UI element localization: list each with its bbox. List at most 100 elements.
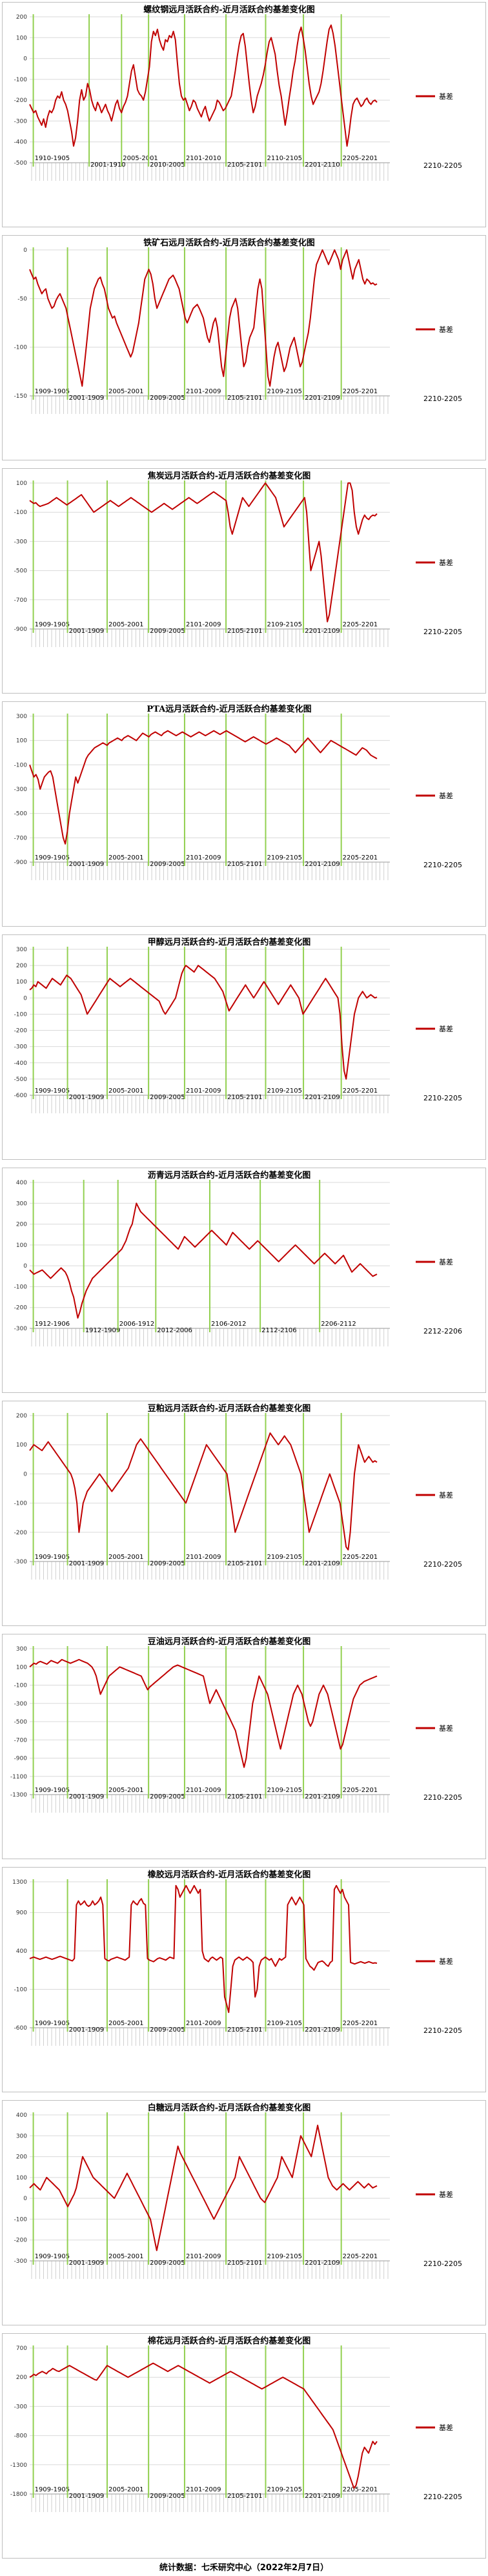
- rollover-label: 2105-2101: [227, 628, 263, 635]
- legend-label: 基差: [439, 325, 453, 334]
- rollover-label: 2009-2005: [150, 2260, 185, 2267]
- y-tick-label: 100: [16, 738, 27, 745]
- rollover-label: 2205-2201: [343, 621, 378, 628]
- chart-title: 白糖远月活跃合约-近月活跃合约基差变化图: [148, 2103, 310, 2113]
- rollover-label: 1910-1905: [35, 155, 70, 162]
- rollover-label: 2001-1910: [90, 161, 126, 169]
- series-line: [29, 249, 378, 387]
- chart-title: 橡胶远月活跃合约-近月活跃合约基差变化图: [148, 1870, 310, 1880]
- y-tick-label: -100: [14, 1683, 28, 1689]
- rollover-label: 2205-2201: [343, 1554, 378, 1561]
- y-tick-label: 200: [16, 14, 27, 21]
- y-tick-label: -300: [14, 787, 28, 793]
- rollover-label: 2205-2201: [343, 1087, 378, 1095]
- series-line: [29, 965, 378, 1080]
- series-line: [29, 482, 378, 623]
- y-tick-label: 0: [23, 247, 27, 254]
- tail-contract-label: 2210-2205: [423, 395, 462, 403]
- series-line: [29, 2125, 378, 2251]
- chart-svg: 甲醇远月活跃合约-近月活跃合约基差变化图 -600 -500 -400 -300 -200…: [14, 937, 462, 1113]
- chart-svg: 棉花远月活跃合约-近月活跃合约基差变化图 -1800 -1300 -800 -300 20…: [10, 2336, 462, 2512]
- legend-label: 基差: [439, 791, 453, 800]
- rollover-label: 2001-1909: [69, 1793, 105, 1800]
- y-tick-label: -200: [14, 1305, 28, 1312]
- rollover-label: 2005-2001: [108, 388, 144, 395]
- rollover-label: 2009-2005: [150, 628, 185, 635]
- rollover-label: 2201-2109: [305, 2260, 340, 2267]
- rollover-label: 2105-2101: [227, 1560, 263, 1567]
- rollover-label: 2101-2009: [186, 388, 221, 395]
- y-tick-label: -300: [14, 1701, 28, 1707]
- tail-contract-label: 2212-2206: [423, 1327, 462, 1335]
- rollover-label: 2009-2005: [150, 1094, 185, 1101]
- chart-panel: 豆粕远月活跃合约-近月活跃合约基差变化图 -300 -200 -100 0 100 200 1…: [2, 1401, 486, 1626]
- y-tick-label: -300: [14, 539, 28, 545]
- legend-label: 基差: [439, 2190, 453, 2199]
- y-tick-label: -600: [14, 1093, 28, 1099]
- rollover-label: 2205-2201: [343, 155, 378, 162]
- rollover-label: 2110-2105: [267, 155, 302, 162]
- tail-contract-label: 2210-2205: [423, 2026, 462, 2035]
- chart-title: 螺纹钢远月活跃合约-近月活跃合约基差变化图: [143, 5, 314, 15]
- rollover-label: 2010-2005: [150, 161, 185, 169]
- chart-svg: 沥青远月活跃合约-近月活跃合约基差变化图 -300 -200 -100 0 100 200 3…: [14, 1170, 462, 1346]
- legend-label: 基差: [439, 2423, 453, 2432]
- legend-label: 基差: [439, 1724, 453, 1733]
- y-tick-label: 300: [16, 1200, 27, 1207]
- rollover-label: 2101-2009: [186, 1554, 221, 1561]
- y-tick-label: -300: [14, 118, 28, 125]
- tail-contract-label: 2210-2205: [423, 161, 462, 170]
- y-tick-label: -900: [14, 626, 28, 633]
- y-tick-label: -100: [14, 1501, 28, 1507]
- rollover-label: 2001-1909: [69, 1560, 105, 1567]
- rollover-label: 2201-2109: [305, 395, 340, 402]
- rollover-label: 2205-2201: [343, 1787, 378, 1794]
- rollover-label: 1909-1905: [35, 1554, 70, 1561]
- rollover-label: 2009-2005: [150, 2026, 185, 2034]
- y-tick-label: -500: [14, 1077, 28, 1083]
- rollover-label: 2009-2005: [150, 395, 185, 402]
- rollover-label: 1909-1905: [35, 1787, 70, 1794]
- y-tick-label: -100: [14, 1987, 28, 1994]
- y-tick-label: -1800: [10, 2491, 27, 2498]
- rollover-label: 2206-2112: [321, 1321, 356, 1328]
- y-tick-label: -100: [14, 762, 28, 768]
- y-tick-label: 300: [16, 1646, 27, 1653]
- series-line: [29, 1432, 378, 1551]
- rollover-label: 2005-2001: [108, 854, 144, 861]
- series-line: [29, 24, 378, 147]
- y-tick-label: -1100: [10, 1774, 27, 1780]
- rollover-label: 2101-2009: [186, 854, 221, 861]
- rollover-label: 2109-2105: [267, 854, 302, 861]
- chart-title: 铁矿石远月活跃合约-近月活跃合约基差变化图: [143, 238, 314, 248]
- tail-contract-label: 2210-2205: [423, 861, 462, 869]
- rollover-label: 2005-2001: [108, 2253, 144, 2260]
- chart-title: 甲醇远月活跃合约-近月活跃合约基差变化图: [148, 937, 310, 947]
- chart-panel: 豆油远月活跃合约-近月活跃合约基差变化图 -1300 -1100 -900 -700 -5…: [2, 1634, 486, 1859]
- rollover-label: 2105-2101: [227, 1793, 263, 1800]
- tail-contract-label: 2210-2205: [423, 1094, 462, 1102]
- y-tick-label: -900: [14, 860, 28, 866]
- rollover-label: 2205-2201: [343, 2486, 378, 2493]
- chart-svg: 白糖远月活跃合约-近月活跃合约基差变化图 -300 -200 -100 0 100 200 3…: [14, 2103, 462, 2279]
- tail-contract-label: 2210-2205: [423, 628, 462, 636]
- y-tick-label: -200: [14, 98, 28, 104]
- rollover-label: 1909-1905: [35, 388, 70, 395]
- y-tick-label: 200: [16, 2375, 27, 2381]
- rollover-label: 1912-1909: [85, 1327, 121, 1334]
- y-tick-label: -300: [14, 1559, 28, 1565]
- y-tick-label: -50: [17, 296, 27, 302]
- rollover-label: 2009-2005: [150, 1793, 185, 1800]
- y-tick-label: 400: [16, 2112, 27, 2119]
- rollover-label: 2201-2109: [305, 2493, 340, 2500]
- chart-panel: PTA远月活跃合约-近月活跃合约基差变化图 -900 -700 -500 -300 -10…: [2, 701, 486, 927]
- rollover-label: 2201-2110: [305, 161, 340, 169]
- y-tick-label: 100: [16, 1242, 27, 1249]
- rollover-label: 2201-2109: [305, 1793, 340, 1800]
- rollover-label: 2001-1909: [69, 2260, 105, 2267]
- rollover-label: 2109-2105: [267, 2486, 302, 2493]
- y-tick-label: -100: [14, 1284, 28, 1290]
- y-tick-label: 300: [16, 947, 27, 953]
- rollover-label: 2109-2105: [267, 1787, 302, 1794]
- rollover-label: 2101-2009: [186, 621, 221, 628]
